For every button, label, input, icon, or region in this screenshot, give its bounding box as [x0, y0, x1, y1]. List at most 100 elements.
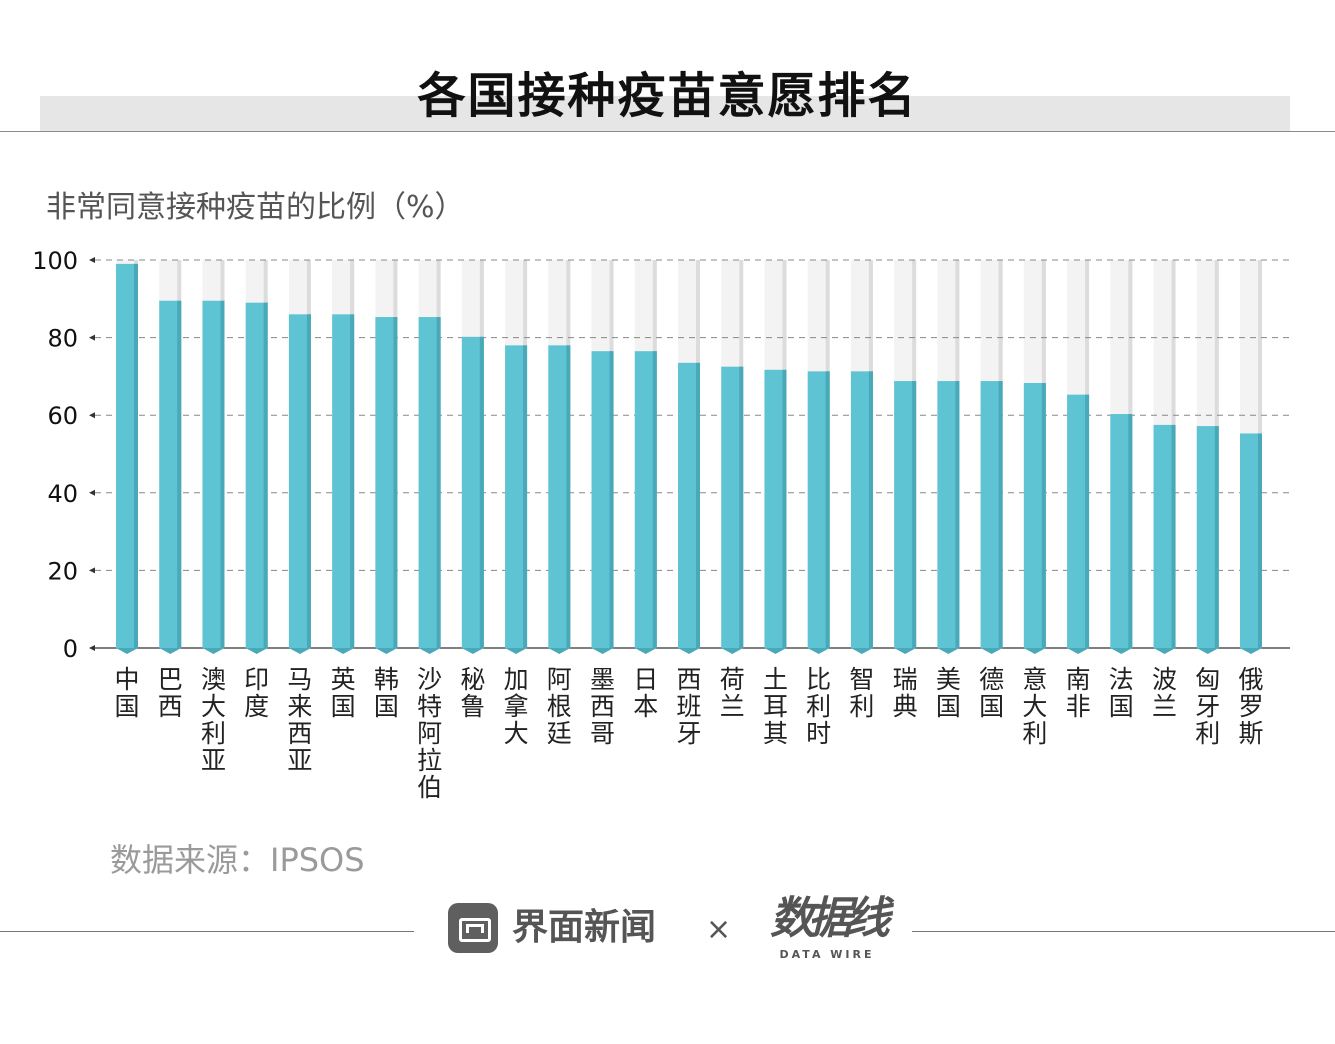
footer-divider-left	[0, 931, 414, 932]
tick-mark	[89, 334, 95, 341]
jiemian-logo-icon	[448, 903, 498, 953]
y-tick-label: 60	[47, 402, 78, 430]
bar-side	[1128, 414, 1133, 648]
partner-logo-sub: DATA WIRE	[779, 948, 875, 961]
y-tick-label: 100	[32, 247, 78, 275]
bar-加拿大	[505, 345, 528, 648]
bar-韩国	[375, 317, 398, 648]
x-tick-label: 马来西亚	[287, 665, 312, 775]
x-tick-label: 英国	[331, 665, 356, 721]
bar-foot	[288, 648, 311, 654]
x-tick-label: 荷兰	[720, 665, 745, 721]
bar-side	[1041, 382, 1046, 648]
bar-foot	[678, 648, 700, 654]
x-tick-label: 沙特阿拉伯	[417, 665, 442, 802]
bar-foot	[894, 648, 917, 654]
bar-side	[220, 300, 225, 648]
partner-logo: 数据线 DATA WIRE	[762, 890, 892, 962]
page-title: 各国接种疫苗意愿排名	[417, 68, 918, 124]
bar-秘鲁	[461, 336, 484, 648]
x-tick-label: 加拿大	[504, 665, 529, 748]
bar-波兰	[1153, 424, 1176, 648]
bar-foot	[1196, 648, 1219, 654]
bar-智利	[850, 371, 873, 648]
times-sign: ×	[706, 912, 732, 947]
bar-沙特阿拉伯	[418, 317, 441, 648]
x-tick-label: 比利时	[806, 665, 831, 748]
y-tick-label: 80	[47, 325, 78, 353]
brand: 界面新闻	[448, 902, 656, 954]
x-tick-label: 墨西哥	[590, 665, 615, 748]
x-tick-label: 澳大利亚	[201, 665, 226, 775]
bar-瑞典	[894, 381, 917, 648]
bar-foot	[245, 648, 268, 654]
bar-foot	[332, 648, 355, 654]
bar-side	[523, 345, 528, 648]
bar-side	[1214, 426, 1219, 648]
bar-foot	[807, 648, 830, 654]
bar-side	[739, 366, 744, 648]
bar-side	[696, 362, 700, 648]
x-tick-label: 巴西	[158, 665, 183, 721]
x-tick-label: 匈牙利	[1195, 665, 1220, 748]
bar-chart: 0 20 40 60 80 100 中国巴西澳大利亚印度马来西亚英国韩国沙特阿拉伯秘鲁加拿大…	[32, 247, 1290, 802]
bar-澳大利亚	[202, 300, 225, 648]
bar-匈牙利	[1196, 426, 1219, 648]
bar-foot	[418, 648, 441, 654]
bar-foot	[721, 648, 744, 654]
partner-logo-text: 数据线	[770, 893, 890, 944]
brand-name: 界面新闻	[512, 907, 657, 948]
bar-foot	[1110, 648, 1133, 654]
bar-side	[393, 317, 398, 648]
title-band	[40, 96, 1290, 132]
bar-side	[263, 302, 268, 648]
x-tick-label: 印度	[244, 665, 269, 721]
bar-side	[652, 351, 657, 648]
y-tick-label: 20	[47, 557, 78, 585]
bar-墨西哥	[591, 351, 614, 648]
bar-阿根廷	[548, 345, 571, 648]
x-tick-label: 韩国	[374, 665, 399, 721]
x-tick-label: 日本	[633, 665, 658, 721]
bar-土耳其	[764, 369, 787, 648]
bar-side	[609, 351, 614, 648]
bar-马来西亚	[288, 314, 311, 648]
bar-side	[955, 381, 960, 648]
bar-side	[134, 263, 138, 648]
bar-side	[998, 381, 1003, 648]
tick-mark	[89, 645, 95, 651]
bar-side	[1171, 424, 1176, 648]
bar-foot	[634, 648, 657, 654]
bar-德国	[980, 381, 1003, 648]
bar-中国	[116, 263, 138, 648]
bar-side	[912, 381, 917, 648]
footer-divider-right	[912, 931, 1335, 932]
bar-foot	[505, 648, 528, 654]
bar-印度	[245, 302, 268, 648]
bar-side	[350, 314, 355, 648]
bar-foot	[764, 648, 787, 654]
bar-日本	[634, 351, 657, 648]
x-tick-label: 智利	[849, 665, 874, 721]
tick-mark	[89, 257, 95, 263]
tick-mark	[89, 567, 95, 574]
x-tick-label: 西班牙	[676, 665, 701, 748]
bar-side	[177, 300, 182, 648]
bar-意大利	[1023, 382, 1046, 648]
bar-foot	[548, 648, 571, 654]
x-tick-label: 波兰	[1152, 665, 1177, 721]
x-tick-label: 法国	[1109, 665, 1134, 721]
bar-foot	[202, 648, 225, 654]
bar-foot	[937, 648, 960, 654]
x-tick-label: 美国	[936, 665, 961, 721]
x-tick-label: 中国	[114, 665, 139, 721]
bar-foot	[591, 648, 614, 654]
x-tick-label: 秘鲁	[460, 665, 485, 721]
bar-俄罗斯	[1240, 433, 1262, 648]
x-tick-label: 瑞典	[893, 665, 918, 721]
bar-side	[566, 345, 571, 648]
bar-西班牙	[678, 362, 700, 648]
bar-foot	[159, 648, 182, 654]
bar-美国	[937, 381, 960, 648]
x-tick-label: 俄罗斯	[1238, 665, 1263, 748]
